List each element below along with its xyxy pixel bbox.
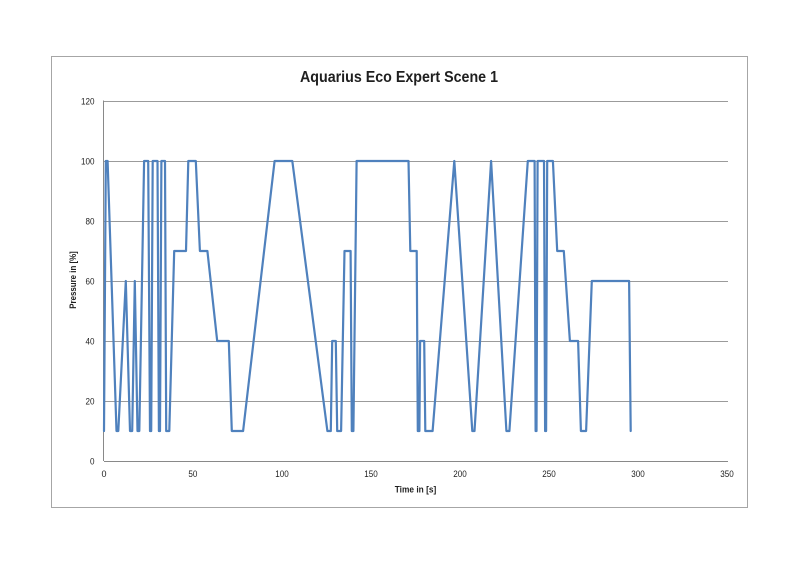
svg-text:150: 150 — [364, 469, 378, 479]
svg-text:Pressure in [%]: Pressure in [%] — [68, 251, 78, 309]
svg-text:120: 120 — [81, 97, 95, 107]
svg-text:100: 100 — [81, 157, 95, 167]
svg-text:Time in [s]: Time in [s] — [395, 485, 437, 495]
svg-text:300: 300 — [631, 469, 645, 479]
svg-text:0: 0 — [101, 469, 106, 479]
svg-text:100: 100 — [275, 469, 289, 479]
svg-text:60: 60 — [86, 277, 95, 287]
svg-text:20: 20 — [86, 397, 95, 407]
svg-text:50: 50 — [188, 469, 197, 479]
svg-text:350: 350 — [720, 469, 734, 479]
svg-text:Aquarius Eco Expert Scene 1: Aquarius Eco Expert Scene 1 — [300, 69, 498, 86]
svg-text:40: 40 — [86, 337, 95, 347]
svg-text:0: 0 — [90, 457, 95, 467]
svg-text:200: 200 — [453, 469, 467, 479]
svg-text:80: 80 — [86, 217, 95, 227]
svg-text:250: 250 — [542, 469, 556, 479]
